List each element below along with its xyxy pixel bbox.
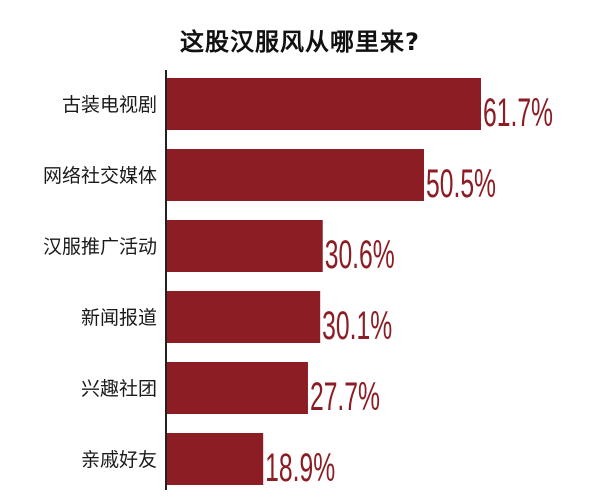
category-label: 亲戚好友 xyxy=(81,449,157,471)
value-label: 30.1% xyxy=(322,304,392,348)
category-label: 汉服推广活动 xyxy=(43,236,157,258)
category-label: 新闻报道 xyxy=(81,307,157,329)
bars-group: 古装电视剧 61.7% 网络社交媒体 50.5% 汉服推广活动 30.6% 新闻报道 30.1… xyxy=(43,78,553,490)
bar xyxy=(167,291,321,343)
bar xyxy=(167,362,308,414)
bar xyxy=(167,149,425,201)
value-label: 50.5% xyxy=(426,162,496,206)
value-label: 61.7% xyxy=(483,91,553,135)
chart-title: 这股汉服风从哪里来? xyxy=(180,28,420,56)
bar xyxy=(167,220,323,272)
bar xyxy=(167,78,481,130)
category-label: 古装电视剧 xyxy=(62,94,157,116)
value-label: 27.7% xyxy=(310,375,380,419)
value-label: 30.6% xyxy=(325,233,395,277)
value-label: 18.9% xyxy=(265,446,335,490)
category-label: 网络社交媒体 xyxy=(43,165,157,187)
category-label: 兴趣社团 xyxy=(81,378,157,400)
bar xyxy=(167,433,264,485)
